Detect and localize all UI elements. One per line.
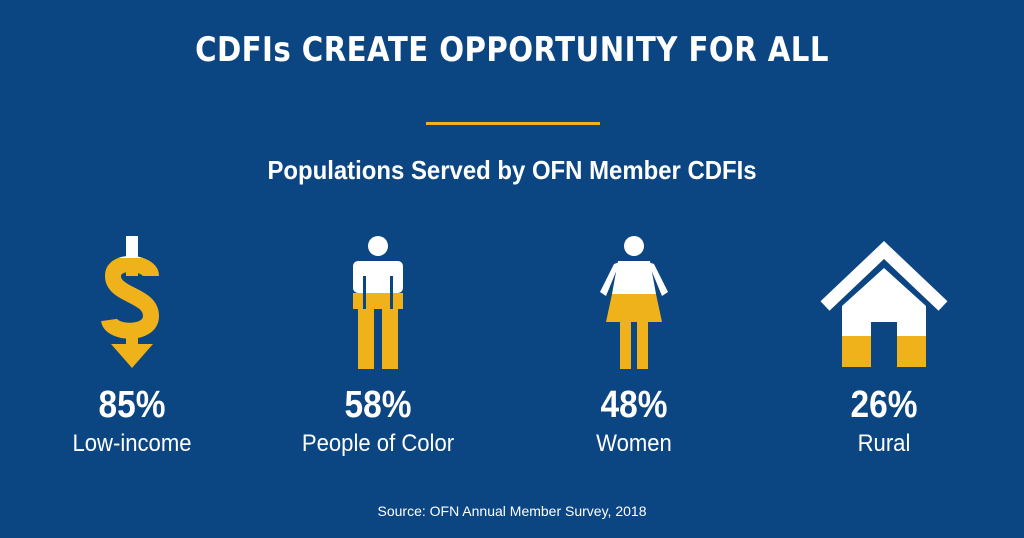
stat-people-of-color: 58% People of Color: [258, 236, 498, 476]
stat-label: Low-income: [72, 430, 192, 457]
stat-percent: 26%: [850, 384, 918, 426]
stat-percent: 85%: [98, 384, 166, 426]
page-subtitle: Populations Served by OFN Member CDFIs: [267, 155, 757, 185]
stat-percent: 48%: [600, 384, 668, 426]
stat-percent: 58%: [344, 384, 412, 426]
stat-label: People of Color: [301, 430, 455, 457]
house-icon: [819, 236, 949, 376]
stat-label: Rural: [857, 430, 911, 457]
dollar-arrow-icon: [97, 236, 167, 376]
page-title: CDFIs CREATE OPPORTUNITY FOR ALL: [195, 30, 829, 70]
stat-low-income: 85% Low-income: [12, 236, 252, 476]
title-divider: [426, 122, 600, 125]
stat-women: 48% Women: [514, 236, 754, 476]
stat-label: Women: [596, 430, 672, 457]
stats-row: 85% Low-income 58% People of Color: [0, 236, 1024, 476]
person-icon: [343, 236, 413, 376]
source-note: Source: OFN Annual Member Survey, 2018: [377, 503, 647, 519]
woman-icon: [594, 236, 674, 376]
stat-rural: 26% Rural: [764, 236, 1004, 476]
